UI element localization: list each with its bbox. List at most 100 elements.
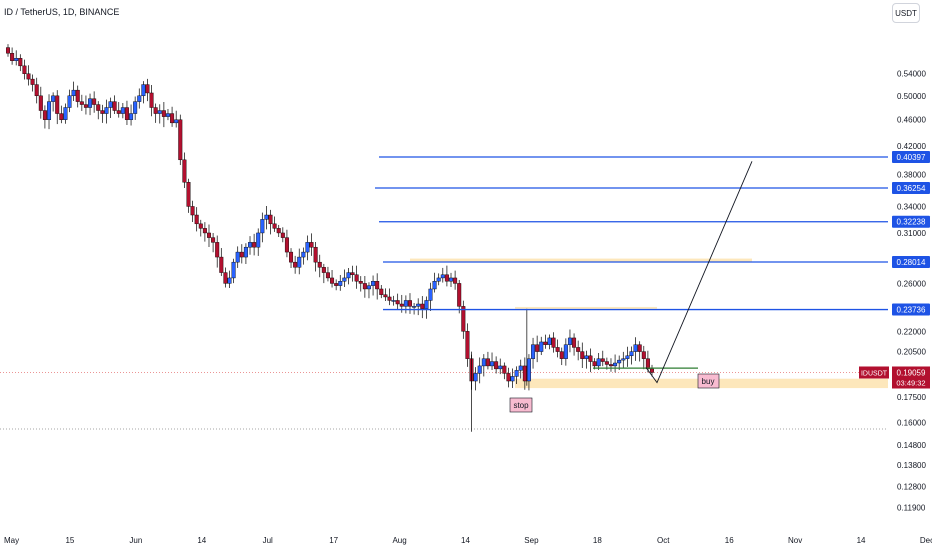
candle-body	[428, 288, 433, 301]
candle-body	[100, 110, 105, 114]
candle-body	[96, 104, 101, 111]
candle-body	[129, 113, 134, 120]
price-labels: 0.40397 0.36254 0.32238 0.28014 0.23736 IDUSD…	[859, 150, 930, 389]
candle-body	[112, 101, 117, 111]
x-tick-label: 15	[65, 536, 74, 545]
level-price-label: 0.23736	[892, 303, 930, 316]
level-price-label: 0.32238	[892, 215, 930, 228]
candle-body	[350, 272, 355, 275]
candle-body	[559, 351, 564, 359]
candle-body	[465, 331, 470, 359]
level-price-text: 0.23736	[897, 306, 926, 315]
candle-body	[161, 110, 166, 117]
candle-body	[194, 214, 199, 225]
candle-body	[371, 281, 376, 286]
candle-body	[494, 361, 499, 370]
y-tick-label: 0.14800	[897, 441, 926, 450]
candle-body	[584, 355, 589, 359]
candle-body	[650, 368, 655, 373]
x-tick-label: Dec	[920, 536, 932, 545]
candle-body	[395, 300, 400, 305]
candle-body	[248, 242, 253, 248]
buy-text: buy	[702, 377, 715, 386]
candle-body	[153, 107, 158, 114]
x-tick-label: Sep	[524, 536, 539, 545]
candle-body	[325, 272, 330, 279]
candle-body	[5, 47, 10, 54]
candle-body	[239, 251, 244, 258]
candle-body	[366, 285, 371, 290]
x-tick-label: Jul	[263, 536, 273, 545]
level-price-box	[892, 303, 930, 316]
candle-body	[481, 358, 486, 367]
candle-body	[305, 242, 310, 253]
candle-body	[551, 337, 556, 348]
candle-body	[604, 361, 609, 365]
candle-body	[276, 228, 281, 234]
candle-body	[580, 351, 585, 359]
candle-body	[473, 373, 478, 382]
currency-selector[interactable]: USDT	[892, 3, 920, 23]
y-tick-label: 0.31000	[897, 229, 926, 238]
currency-label: USDT	[895, 8, 917, 18]
level-price-box	[892, 256, 930, 269]
candle-body	[596, 358, 601, 367]
x-tick-label: 14	[197, 536, 206, 545]
candle-body	[432, 281, 437, 290]
candle-body	[617, 359, 622, 364]
candle-body	[502, 365, 507, 374]
candle-body	[362, 283, 367, 290]
x-tick-label: 17	[329, 536, 338, 545]
candle-body	[387, 296, 392, 301]
candle-body	[186, 181, 191, 207]
candle-body	[531, 344, 536, 359]
symbol-text: IDUSDT	[861, 370, 888, 377]
stop-box	[509, 397, 533, 413]
candle-body	[14, 58, 19, 61]
y-tick-label: 0.16000	[897, 419, 926, 428]
candle-body	[92, 98, 97, 105]
candle-body	[555, 347, 560, 352]
buy-label: buy	[697, 373, 720, 389]
candle-body	[518, 365, 523, 371]
time-axis: May 15 Jun 14 Jul 17 Aug 14 Sep 18 Oct 16 Nov 14 Dec	[4, 536, 932, 545]
level-lines	[375, 156, 888, 369]
candle-body	[461, 306, 466, 332]
candle-body	[256, 232, 261, 248]
candle-body	[358, 281, 363, 284]
candle-body	[514, 370, 519, 377]
candle-body	[165, 113, 170, 117]
level-price-label: 0.40397	[892, 150, 930, 163]
projection-lines	[645, 161, 753, 384]
candle-body	[47, 101, 52, 120]
candle-body	[309, 242, 314, 248]
candle-body	[211, 237, 216, 243]
candle-body	[621, 358, 626, 361]
candle-body	[223, 272, 228, 284]
candle-body	[22, 65, 27, 74]
x-tick-label: Oct	[657, 536, 670, 545]
candle-body	[576, 347, 581, 352]
candle-body	[190, 206, 195, 216]
candle-body	[268, 214, 273, 225]
x-tick-label: Jun	[129, 536, 142, 545]
candle-body	[88, 98, 93, 108]
candle-body	[383, 294, 388, 298]
candle-body	[420, 303, 425, 309]
candle-body	[104, 107, 109, 114]
candle-body	[539, 341, 544, 352]
level-price-text: 0.28014	[897, 258, 926, 267]
candle-body	[133, 101, 138, 114]
candle-body	[301, 251, 306, 258]
candle-body	[440, 274, 445, 279]
y-tick-label: 0.11900	[897, 504, 926, 513]
candle-body	[317, 261, 322, 268]
candle-body	[260, 219, 265, 234]
candle-body	[178, 119, 183, 161]
candle-body	[10, 53, 15, 61]
candle-body	[116, 110, 121, 114]
x-tick-label: Nov	[788, 536, 802, 545]
x-tick-label: 18	[593, 536, 602, 545]
y-tick-label: 0.38000	[897, 171, 926, 180]
